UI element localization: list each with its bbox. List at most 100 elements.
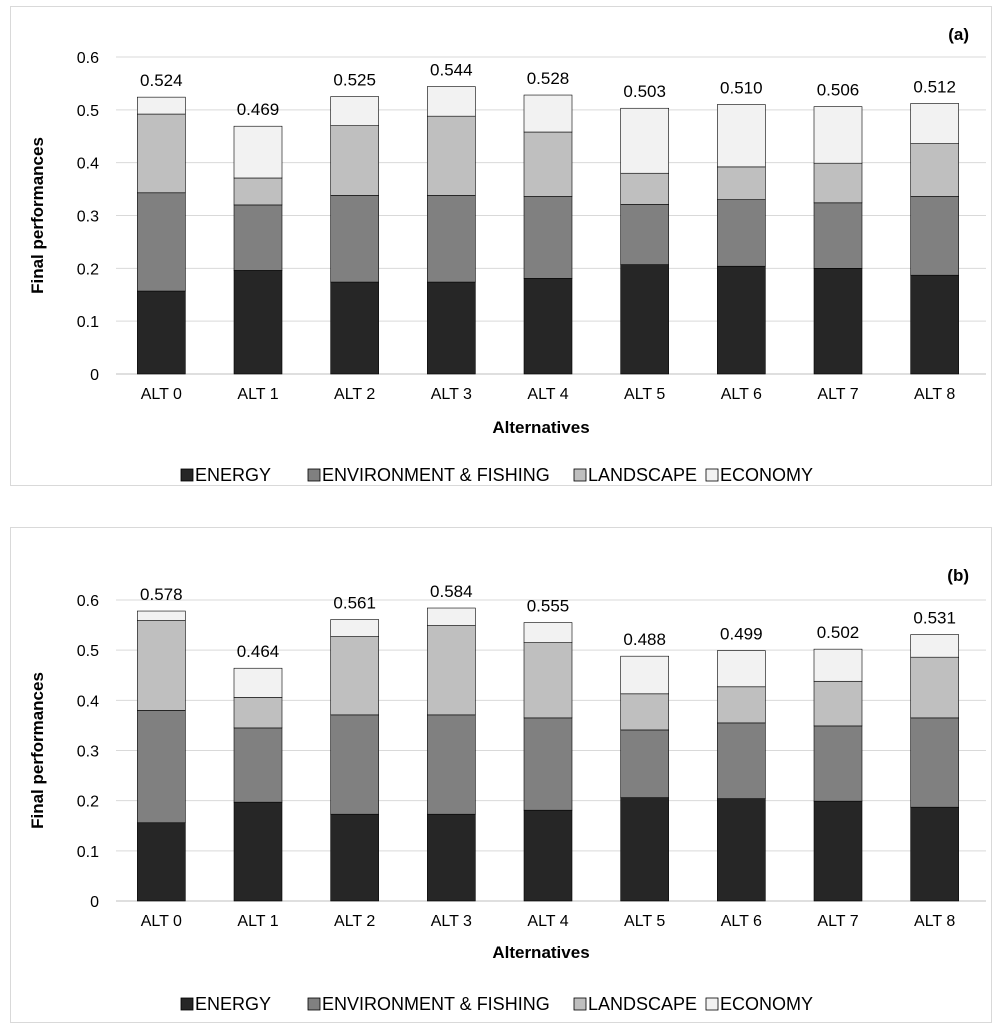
legend-label-landscape: LANDSCAPE [588, 465, 697, 485]
y-tick-label: 0.5 [77, 103, 99, 120]
bar-segment-energy [137, 822, 186, 902]
bar-total-label: 0.506 [817, 81, 860, 100]
legend-label-environment-fishing: ENVIRONMENT & FISHING [322, 465, 550, 485]
x-axis-title: Alternatives [492, 943, 589, 962]
bar-segment-energy [523, 809, 573, 902]
bar-segment-energy [620, 797, 669, 902]
bar-total-label: 0.531 [913, 609, 956, 628]
x-tick-label: ALT 4 [527, 386, 568, 403]
y-axis-title: Final performances [28, 137, 47, 294]
bar-segment-energy [137, 290, 186, 375]
bar-segment-energy [330, 813, 379, 902]
stacked-bar-chart-b: 0 0.1 0.2 0.3 0.4 0.5 0.6 0.578 ALT 0 0.464 ALT 1 0… [28, 566, 986, 1014]
x-tick-label: ALT 8 [914, 913, 955, 930]
bar-segment-landscape [330, 636, 379, 716]
legend-swatch-environment-fishing [307, 468, 321, 482]
x-tick-label: ALT 2 [334, 913, 375, 930]
bar-segment-landscape [620, 693, 669, 731]
legend-swatch-environment-fishing [307, 997, 321, 1011]
bar-segment-environment-fishing [813, 725, 863, 802]
legend-label-energy: ENERGY [195, 994, 271, 1014]
bar-segment-environment-fishing [717, 722, 766, 799]
bar-segment-landscape [330, 125, 379, 196]
bar-segment-economy [427, 86, 476, 117]
bar-segment-economy [233, 125, 283, 179]
y-tick-label: 0.2 [77, 261, 99, 278]
bar-total-label: 0.488 [623, 630, 666, 649]
x-tick-label: ALT 0 [141, 913, 182, 930]
bar-total-label: 0.512 [913, 77, 956, 96]
bar-segment-environment-fishing [330, 714, 379, 815]
bar-segment-environment-fishing [523, 717, 573, 811]
bar-segment-energy [427, 281, 476, 375]
y-tick-label: 0.3 [77, 744, 99, 761]
bar-segment-landscape [427, 115, 476, 196]
bar-total-label: 0.578 [140, 585, 183, 604]
y-tick-label: 0.4 [77, 693, 99, 710]
panel-label: (b) [947, 566, 969, 585]
x-tick-label: ALT 1 [237, 386, 278, 403]
bar-total-label: 0.502 [817, 623, 860, 642]
bar-total-label: 0.524 [140, 71, 183, 90]
bar-segment-environment-fishing [233, 727, 283, 803]
bar-segment-economy [910, 103, 959, 144]
bar-segment-landscape [137, 620, 186, 711]
bar-segment-economy [910, 634, 959, 658]
bar-total-label: 0.584 [430, 582, 473, 601]
legend-swatch-energy [180, 997, 194, 1011]
bar-segment-environment-fishing [717, 199, 766, 267]
y-tick-label: 0 [90, 367, 99, 384]
legend-swatch-economy [705, 468, 719, 482]
bar-segment-economy [427, 607, 476, 626]
bar-segment-economy [620, 107, 669, 174]
y-tick-label: 0.3 [77, 209, 99, 226]
bar-segment-economy [620, 655, 669, 695]
y-tick-label: 0.4 [77, 156, 99, 173]
bar-segment-energy [233, 270, 283, 375]
x-tick-label: ALT 3 [431, 386, 472, 403]
bar-segment-landscape [813, 680, 863, 727]
bar-segment-environment-fishing [233, 204, 283, 271]
bar-segment-economy [717, 104, 766, 168]
bar-segment-environment-fishing [910, 196, 959, 276]
bar-segment-energy [427, 813, 476, 902]
x-tick-label: ALT 3 [431, 913, 472, 930]
bar-segment-environment-fishing [523, 196, 573, 279]
x-tick-label: ALT 6 [721, 913, 762, 930]
bar-segment-energy [717, 798, 766, 902]
bar-total-label: 0.555 [527, 597, 570, 616]
y-tick-label: 0.5 [77, 643, 99, 660]
x-tick-label: ALT 7 [817, 386, 858, 403]
bar-segment-economy [137, 96, 186, 115]
bar-segment-energy [330, 281, 379, 375]
x-tick-label: ALT 1 [237, 913, 278, 930]
legend-swatch-landscape [573, 468, 587, 482]
bar-segment-landscape [523, 131, 573, 197]
bar-segment-landscape [137, 113, 186, 194]
x-tick-label: ALT 8 [914, 386, 955, 403]
x-tick-label: ALT 5 [624, 913, 665, 930]
legend-label-economy: ECONOMY [720, 465, 813, 485]
bar-total-label: 0.510 [720, 79, 763, 98]
legend-label-landscape: LANDSCAPE [588, 994, 697, 1014]
bar-segment-environment-fishing [330, 195, 379, 283]
bar-segment-environment-fishing [910, 717, 959, 808]
legend-label-environment-fishing: ENVIRONMENT & FISHING [322, 994, 550, 1014]
bar-total-label: 0.561 [333, 594, 376, 613]
bar-segment-energy [523, 278, 573, 375]
bar-total-label: 0.499 [720, 625, 763, 644]
legend-swatch-economy [705, 997, 719, 1011]
bar-segment-landscape [427, 625, 476, 716]
bar-total-label: 0.503 [623, 82, 666, 101]
x-tick-label: ALT 6 [721, 386, 762, 403]
bar-segment-environment-fishing [813, 202, 863, 269]
y-tick-label: 0.6 [77, 593, 99, 610]
bar-segment-environment-fishing [427, 195, 476, 283]
bar-segment-environment-fishing [137, 192, 186, 292]
bar-segment-energy [233, 801, 283, 902]
bar-segment-energy [813, 268, 863, 375]
bar-segment-landscape [717, 686, 766, 724]
bar-segment-energy [620, 264, 669, 375]
bar-segment-energy [717, 265, 766, 375]
x-tick-label: ALT 0 [141, 386, 182, 403]
